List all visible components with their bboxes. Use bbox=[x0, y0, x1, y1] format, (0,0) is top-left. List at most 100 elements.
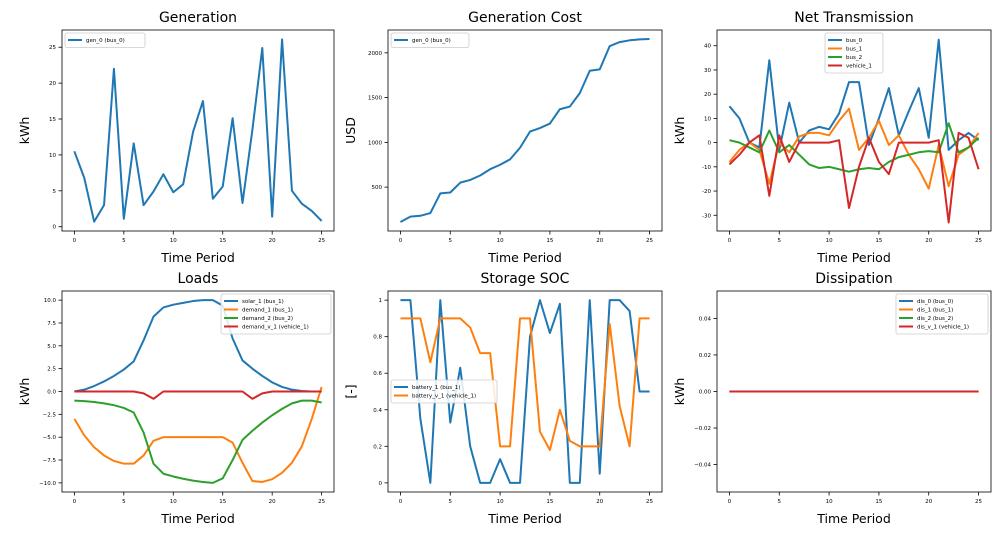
x-tick-label: 15 bbox=[546, 499, 553, 505]
x-tick-label: 10 bbox=[826, 238, 833, 244]
y-tick-label: 2000 bbox=[368, 51, 382, 57]
x-tick-label: 15 bbox=[875, 238, 882, 244]
x-tick-label: 15 bbox=[219, 499, 226, 505]
legend-label: demand_2 (bus_2) bbox=[242, 316, 293, 322]
chart-title: Loads bbox=[178, 271, 219, 287]
x-tick-label: 20 bbox=[269, 499, 276, 505]
x-axis-label: Time Period bbox=[160, 250, 235, 265]
y-tick-label: 0.6 bbox=[373, 371, 382, 377]
y-axis-label: kWh bbox=[17, 117, 32, 145]
series-line-demand-v-1-vehicle-1 bbox=[74, 390, 322, 400]
x-tick-label: 10 bbox=[170, 238, 177, 244]
legend-label: bus_0 bbox=[846, 38, 863, 44]
x-tick-label: 25 bbox=[646, 238, 653, 244]
series-line-battery-v-1-vehicle-1 bbox=[400, 317, 650, 451]
x-axis-label: Time Period bbox=[816, 250, 891, 265]
y-tick-label: 7.5 bbox=[47, 321, 56, 327]
y-tick-label: −2.5 bbox=[43, 412, 57, 418]
plot-frame bbox=[387, 29, 663, 232]
y-tick-label: 2.5 bbox=[47, 367, 56, 373]
legend-label: battery_1 (bus_1) bbox=[412, 385, 460, 391]
y-tick-label: 0.04 bbox=[699, 316, 712, 322]
y-tick-label: −5.0 bbox=[43, 435, 57, 441]
y-axis-label: USD bbox=[343, 117, 358, 144]
legend-box bbox=[220, 293, 332, 335]
legend-label: battery_v_1 (vehicle_1) bbox=[412, 394, 476, 400]
x-tick-label: 5 bbox=[449, 238, 453, 244]
y-tick-label: −7.5 bbox=[43, 458, 57, 464]
x-tick-label: 25 bbox=[646, 499, 653, 505]
y-tick-label: -10 bbox=[702, 165, 711, 171]
y-tick-label: 40 bbox=[704, 44, 711, 50]
chart-generation: Generation Time Period kWh 0 5 10 15 20 25 0 5 10 15… bbox=[17, 10, 335, 265]
y-tick-label: 5.0 bbox=[47, 344, 56, 350]
y-tick-label: 0.0 bbox=[47, 390, 56, 396]
series-line-solar-1-bus-1 bbox=[74, 299, 322, 393]
legend-box bbox=[824, 32, 884, 74]
y-tick-label: -30 bbox=[702, 213, 711, 219]
x-tick-label: 10 bbox=[497, 238, 504, 244]
x-tick-label: 10 bbox=[170, 499, 177, 505]
x-tick-label: 25 bbox=[318, 238, 325, 244]
y-tick-label: −0.02 bbox=[694, 426, 711, 432]
chart-title: Net Transmission bbox=[794, 10, 913, 26]
chart-dissipation: Dissipation Time Period kWh 0 5 10 15 20 25 −0.04… bbox=[672, 271, 992, 526]
y-tick-label: −0.04 bbox=[694, 463, 711, 469]
x-tick-label: 20 bbox=[925, 238, 932, 244]
y-tick-label: 0 bbox=[379, 481, 383, 487]
legend: gen_0 (bus_0) bbox=[64, 32, 146, 48]
chart-title: Dissipation bbox=[815, 271, 892, 287]
y-tick-label: 0.00 bbox=[699, 390, 712, 396]
legend-label: vehicle_1 bbox=[846, 64, 872, 70]
y-tick-label: 25 bbox=[49, 45, 56, 51]
y-tick-label: 20 bbox=[704, 92, 711, 98]
y-tick-label: 1 bbox=[379, 298, 383, 304]
legend-box bbox=[390, 379, 498, 404]
legend: bus_0 bus_1 bus_2 vehicle_1 bbox=[824, 32, 884, 74]
x-axis-label: Time Period bbox=[816, 511, 891, 526]
legend-label: solar_1 (bus_1) bbox=[242, 299, 284, 305]
x-tick-label: 15 bbox=[546, 238, 553, 244]
y-tick-label: 15 bbox=[49, 117, 56, 123]
x-tick-label: 0 bbox=[728, 499, 732, 505]
chart-net-transmission: Net Transmission Time Period kWh 0 5 10 15 20 25… bbox=[672, 10, 992, 265]
chart-loads: Loads Time Period kWh 0 5 10 15 20 25 −10.0 −7.5 −5… bbox=[17, 271, 335, 526]
x-tick-label: 20 bbox=[269, 238, 276, 244]
legend-label: dis_0 (bus_0) bbox=[917, 299, 953, 305]
series-line-bus-0 bbox=[728, 38, 980, 151]
chart-title: Generation Cost bbox=[468, 10, 582, 26]
x-tick-label: 10 bbox=[826, 499, 833, 505]
y-tick-label: 0.2 bbox=[373, 444, 382, 450]
x-tick-label: 5 bbox=[122, 499, 126, 505]
y-axis-label: kWh bbox=[17, 378, 32, 406]
y-tick-label: 0.8 bbox=[373, 335, 382, 341]
x-tick-label: 10 bbox=[497, 499, 504, 505]
y-tick-label: 10 bbox=[704, 116, 711, 122]
legend-label: demand_1 (bus_1) bbox=[242, 308, 293, 314]
series-line-bus-2 bbox=[729, 122, 980, 173]
x-tick-label: 0 bbox=[73, 499, 77, 505]
x-tick-label: 0 bbox=[728, 238, 732, 244]
y-tick-label: 30 bbox=[704, 68, 711, 74]
y-axis-label: [-] bbox=[343, 384, 358, 398]
plot-frame bbox=[61, 29, 335, 232]
chart-generation-cost: Generation Cost Time Period USD 0 5 10 15 20 25 5… bbox=[343, 10, 663, 265]
y-tick-label: 0 bbox=[708, 141, 712, 147]
y-tick-label: 1500 bbox=[368, 96, 382, 102]
y-tick-label: 10.0 bbox=[44, 298, 57, 304]
x-tick-label: 25 bbox=[975, 238, 982, 244]
legend-label: gen_0 (bus_0) bbox=[86, 38, 125, 44]
y-tick-label: 10 bbox=[49, 153, 56, 159]
legend-box bbox=[895, 293, 989, 335]
x-tick-label: 25 bbox=[975, 499, 982, 505]
x-tick-label: 0 bbox=[399, 499, 403, 505]
y-tick-label: 0.02 bbox=[699, 353, 711, 359]
y-tick-label: 20 bbox=[49, 81, 56, 87]
legend: battery_1 (bus_1) battery_v_1 (vehicle_1) bbox=[390, 379, 498, 404]
x-tick-label: 0 bbox=[399, 238, 403, 244]
y-tick-label: −10.0 bbox=[39, 481, 56, 487]
series-line-gen-0-bus-0 bbox=[399, 37, 650, 223]
x-axis-label: Time Period bbox=[160, 511, 235, 526]
x-axis-label: Time Period bbox=[487, 511, 562, 526]
